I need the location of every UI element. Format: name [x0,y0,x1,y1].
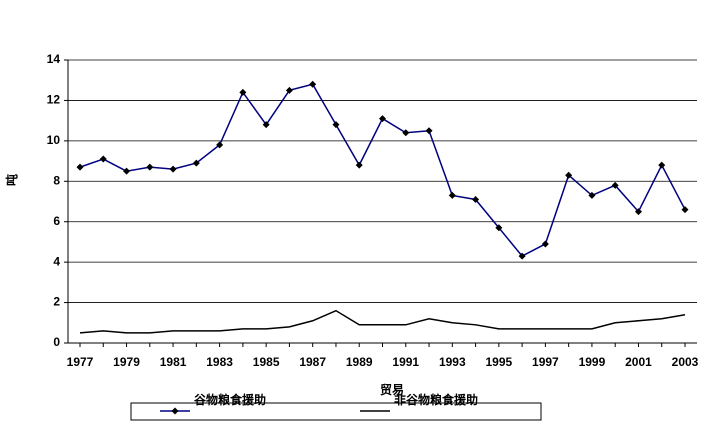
x-tick-label: 1985 [253,355,280,369]
marker [169,165,177,173]
series-line [79,309,686,334]
y-tick-label: 4 [53,254,60,268]
marker [216,141,224,149]
x-tick-label: 1993 [439,355,466,369]
marker [123,167,131,175]
y-tick-label: 6 [53,214,60,228]
x-tick-label: 1997 [532,355,559,369]
marker [565,171,573,179]
marker [611,181,619,189]
marker [192,159,200,167]
y-tick-label: 8 [53,173,60,187]
x-tick-label: 1991 [392,355,419,369]
marker [332,121,340,129]
marker [379,115,386,123]
y-tick-label: 10 [47,133,61,147]
marker [448,191,456,199]
marker [425,127,433,135]
legend-box [130,402,542,421]
legend-label: 非谷物粮食援助 [394,392,478,407]
marker [285,86,293,94]
marker [681,206,689,214]
y-axis-label: 吨 [4,174,19,186]
x-axis-label: 贸易 [380,382,404,397]
y-tick-label: 12 [47,93,61,107]
marker [262,121,270,129]
x-tick-label: 1977 [67,355,94,369]
x-tick-label: 1987 [299,355,326,369]
x-tick-label: 1989 [346,355,373,369]
x-tick-label: 1983 [206,355,233,369]
marker [239,88,247,96]
legend-label: 谷物粮食援助 [194,392,266,407]
marker [76,163,84,171]
marker [472,195,480,203]
legend-marker [171,407,179,415]
marker [634,208,642,216]
marker [146,163,154,171]
x-tick-label: 2001 [625,355,652,369]
x-tick-label: 2003 [672,355,699,369]
marker [495,224,503,232]
y-tick-label: 2 [53,295,60,309]
x-tick-label: 1981 [160,355,187,369]
marker [355,161,363,169]
marker [541,240,549,248]
marker [518,252,526,260]
marker [658,161,666,169]
marker [402,129,410,137]
y-tick-label: 14 [47,52,61,66]
x-tick-label: 1979 [113,355,140,369]
marker [588,191,596,199]
marker [99,155,107,163]
y-tick-label: 0 [53,335,60,349]
x-tick-label: 1995 [485,355,512,369]
x-tick-label: 1999 [579,355,606,369]
marker [309,80,317,88]
